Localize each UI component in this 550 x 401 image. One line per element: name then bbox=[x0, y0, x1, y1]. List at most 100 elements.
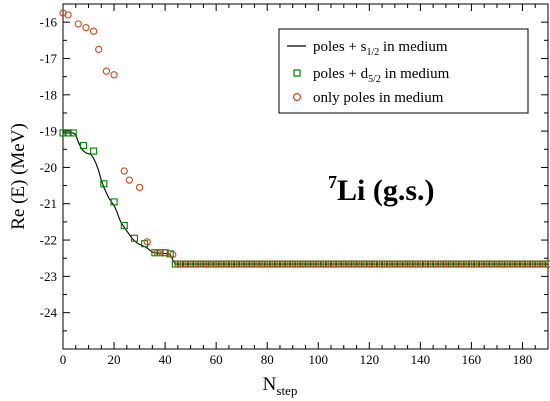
circle-marker bbox=[317, 260, 325, 268]
circle-marker bbox=[414, 260, 422, 268]
square-marker bbox=[130, 234, 139, 242]
square-marker bbox=[462, 260, 470, 268]
circle-marker bbox=[526, 260, 534, 268]
circle-marker bbox=[419, 260, 427, 268]
circle-marker bbox=[352, 260, 361, 268]
circle-marker bbox=[470, 260, 478, 268]
series-layer bbox=[59, 9, 550, 268]
circle-marker bbox=[153, 249, 162, 257]
square-marker bbox=[90, 147, 98, 155]
y-tick-label: -21 bbox=[40, 196, 57, 211]
square-marker bbox=[467, 260, 475, 268]
square-marker bbox=[375, 260, 384, 268]
square-marker bbox=[508, 260, 516, 268]
circle-marker bbox=[383, 260, 391, 268]
legend-d52-sub: 5/2 bbox=[368, 74, 381, 85]
circle-marker bbox=[439, 260, 447, 268]
circle-marker bbox=[312, 260, 320, 268]
square-marker bbox=[498, 260, 506, 268]
legend-box bbox=[278, 28, 529, 114]
square-marker bbox=[350, 260, 358, 268]
square-marker bbox=[432, 260, 440, 268]
circle-marker bbox=[465, 260, 473, 268]
circle-marker bbox=[541, 260, 550, 268]
circle-marker bbox=[281, 260, 289, 268]
circle-marker bbox=[291, 260, 299, 268]
circle-marker bbox=[495, 260, 504, 268]
circle-marker bbox=[521, 260, 529, 268]
legend-d52-main: poles + d bbox=[313, 66, 369, 82]
circle-marker bbox=[135, 183, 144, 192]
square-marker bbox=[222, 260, 230, 268]
series-line-s12 bbox=[63, 132, 548, 265]
circle-marker bbox=[169, 250, 177, 259]
y-tick-label: -20 bbox=[40, 160, 57, 175]
square-marker bbox=[289, 260, 297, 268]
circle-marker bbox=[516, 260, 524, 268]
square-marker bbox=[253, 260, 261, 268]
circle-marker bbox=[409, 260, 417, 268]
circle-marker bbox=[511, 260, 519, 268]
square-marker bbox=[299, 260, 307, 268]
circle-marker bbox=[403, 260, 412, 268]
square-marker bbox=[69, 129, 77, 137]
square-marker bbox=[233, 260, 241, 268]
square-marker bbox=[212, 260, 220, 268]
y-tick-label: -19 bbox=[40, 124, 57, 139]
circle-marker bbox=[271, 260, 279, 268]
circle-marker bbox=[531, 260, 539, 268]
circle-marker bbox=[204, 260, 213, 268]
circle-marker bbox=[373, 260, 381, 268]
legend-square-symbol bbox=[293, 69, 301, 77]
legend-s12-main: poles + s bbox=[313, 39, 367, 55]
square-marker bbox=[181, 260, 190, 268]
square-marker bbox=[355, 260, 363, 268]
square-marker bbox=[411, 260, 419, 268]
square-marker bbox=[238, 260, 246, 268]
square-marker bbox=[381, 260, 389, 268]
x-tick-label: 140 bbox=[411, 352, 431, 367]
legend-d52-tail: in medium bbox=[381, 66, 450, 82]
circle-marker bbox=[89, 27, 98, 35]
circle-marker bbox=[266, 260, 274, 268]
circle-marker bbox=[255, 260, 264, 268]
square-marker bbox=[273, 260, 281, 268]
square-marker bbox=[483, 260, 491, 268]
square-marker bbox=[176, 260, 184, 268]
square-marker bbox=[59, 129, 67, 137]
circle-marker bbox=[363, 260, 371, 268]
square-marker bbox=[330, 260, 338, 268]
square-marker bbox=[524, 260, 532, 268]
square-marker bbox=[187, 260, 195, 268]
x-axis-label-main: N bbox=[263, 374, 277, 395]
circle-marker bbox=[215, 260, 223, 268]
annotation-superscript: 7 bbox=[328, 172, 337, 192]
legend-circle-symbol bbox=[293, 92, 302, 101]
square-marker bbox=[309, 260, 317, 268]
x-tick-label: 0 bbox=[60, 352, 67, 367]
circle-marker bbox=[74, 20, 82, 28]
square-marker bbox=[447, 260, 455, 268]
y-tick-label: -16 bbox=[40, 15, 58, 30]
square-marker bbox=[391, 260, 399, 268]
y-tick-label: -23 bbox=[40, 269, 57, 284]
circle-marker bbox=[306, 260, 315, 268]
square-marker bbox=[386, 260, 394, 268]
circle-marker bbox=[368, 260, 376, 268]
square-marker bbox=[120, 221, 128, 230]
square-marker bbox=[202, 260, 210, 268]
square-marker bbox=[156, 249, 164, 257]
circle-marker bbox=[174, 260, 182, 268]
square-marker bbox=[365, 260, 373, 268]
square-marker bbox=[335, 260, 343, 268]
square-marker bbox=[324, 260, 333, 268]
circle-marker bbox=[120, 167, 128, 175]
circle-marker bbox=[327, 260, 335, 268]
circle-marker bbox=[250, 260, 259, 268]
circle-marker bbox=[429, 260, 437, 268]
x-axis-label: Nstep bbox=[263, 374, 298, 398]
circle-marker bbox=[301, 260, 310, 268]
x-tick-label: 120 bbox=[360, 352, 380, 367]
square-marker bbox=[360, 260, 368, 268]
